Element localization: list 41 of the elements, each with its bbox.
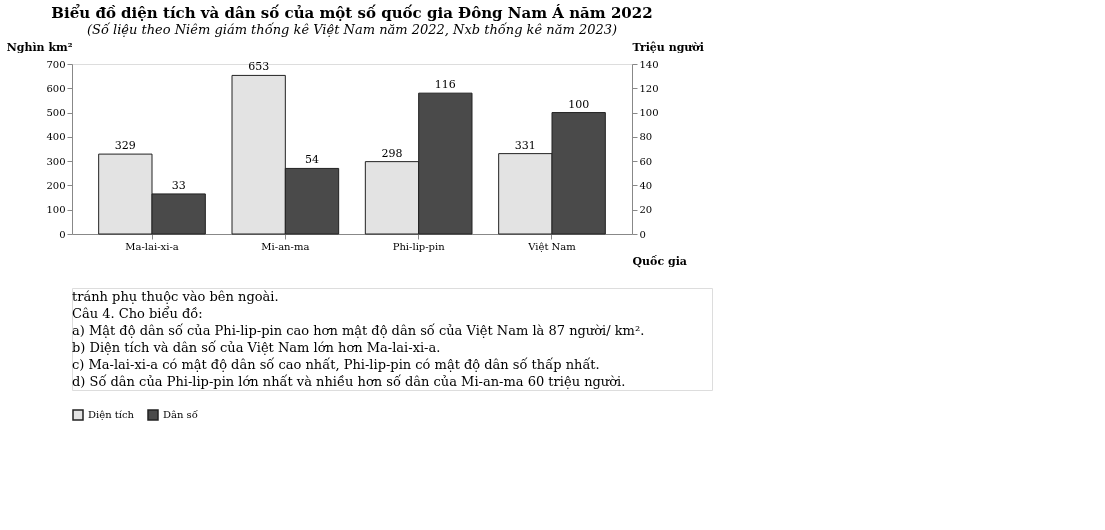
x-tick-label: Mi-an-ma [261,240,310,252]
text: d) Số dân của Phi-lip-pin lớn nhất và nhiều hơn số dân của Mi-an-ma 60 triệu người. [72,373,626,389]
y2-tick-label: 140 [639,58,659,70]
data-label: 33 [171,178,186,192]
chart-title: Biểu đồ diện tích và dân số của một số quốc gia Đông Nam Á năm 2022 [51,4,653,22]
legend-label: Dân số [163,409,199,420]
chart-subtitle: (Số liệu theo Niêm giám thống kê Việt Nam năm 2022, Nxb thống kê năm 2023) [86,22,618,37]
data-label: 116 [434,78,456,92]
x-tick-label: Ma-lai-xi-a [125,240,179,252]
y-tick-label: 100 [46,204,66,216]
text: a) Mật độ dân số của Phi-lip-pin cao hơn mật độ dân số của Việt Nam là 87 người/ km². [72,322,645,338]
y-axis-title: Nghìn km² [6,40,73,54]
data-label: 54 [305,153,319,167]
y2-tick-label: 100 [639,107,659,119]
x-tick-label: Việt Nam [527,240,577,252]
text: tránh phụ thuộc vào bên ngoài. [72,288,279,304]
x-tick-label: Phi-lip-pin [392,240,446,252]
y-tick-label: 600 [46,82,66,94]
y2-tick-label: 120 [639,82,659,94]
data-label: 100 [568,97,590,111]
legend-label: Diện tích [88,409,135,420]
text: b) Diện tích và dân số của Việt Nam lớn hơn Ma-lai-xi-a. [72,339,441,355]
y-tick-label: 200 [46,179,66,191]
text: Câu 4. Cho biểu đồ: [72,305,203,321]
y2-tick-label: 60 [639,155,653,167]
y-tick-label: 400 [46,131,66,143]
y-tick-label: 300 [46,155,66,167]
y-tick-label: 500 [46,107,66,119]
y2-tick-label: 0 [639,228,646,240]
data-label: 331 [514,138,536,152]
y-tick-label: 700 [46,58,66,70]
y-tick-label: 0 [59,228,66,240]
data-label: 329 [114,139,136,153]
x-axis-title: Quốc gia [632,254,687,268]
data-label: 298 [381,146,403,160]
text: c) Ma-lai-xi-a có mật độ dân số cao nhất, Phi-lip-pin có mật độ dân số thấp nhất. [72,356,600,372]
y2-axis-title: Triệu người [632,40,704,54]
y2-tick-label: 40 [639,179,653,191]
data-label: 653 [248,60,270,74]
y2-tick-label: 20 [639,204,653,216]
y2-tick-label: 80 [639,131,653,143]
